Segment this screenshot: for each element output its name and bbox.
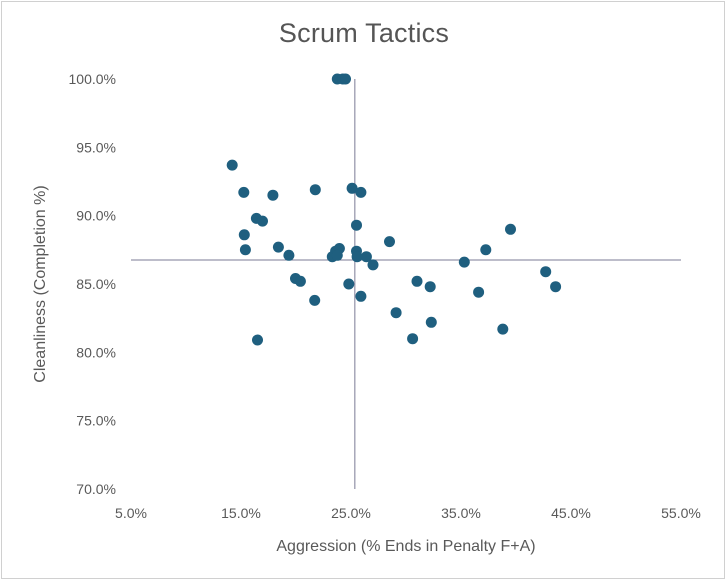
data-point — [343, 278, 355, 290]
chart-title: Scrum Tactics — [278, 18, 450, 48]
x-tick-label: 55.0% — [661, 505, 701, 521]
y-tick-label: 85.0% — [76, 276, 116, 292]
data-point — [257, 215, 268, 227]
data-point — [309, 184, 321, 196]
data-point — [407, 333, 419, 345]
data-point — [340, 73, 351, 85]
data-point — [360, 251, 372, 263]
x-tick-label: 25.0% — [331, 505, 371, 521]
data-point — [267, 189, 279, 201]
data-point — [351, 251, 363, 263]
data-point — [505, 223, 516, 235]
data-point — [355, 186, 367, 198]
y-tick-label: 75.0% — [76, 413, 116, 429]
data-point — [309, 294, 321, 306]
y-tick-label: 100.0% — [69, 71, 116, 87]
data-point — [283, 249, 295, 261]
data-point — [480, 244, 492, 256]
data-point — [390, 307, 402, 319]
data-point — [550, 281, 562, 293]
y-tick-label: 90.0% — [76, 208, 116, 224]
y-tick-label: 70.0% — [76, 481, 116, 497]
x-tick-label: 5.0% — [115, 505, 147, 521]
data-point — [239, 244, 251, 256]
x-axis-title: Aggression (% Ends in Penalty F+A) — [276, 538, 535, 555]
data-point — [411, 275, 423, 287]
data-point — [252, 334, 263, 346]
reference-lines — [131, 79, 681, 489]
data-point — [226, 159, 238, 171]
y-axis-ticks: 70.0% 75.0% 80.0% 85.0% 90.0% 95.0% 100.0% — [69, 71, 116, 497]
data-points — [226, 73, 562, 346]
x-axis-ticks: 5.0% 15.0% 25.0% 35.0% 45.0% 55.0% — [115, 505, 701, 521]
data-point — [540, 266, 552, 278]
data-point — [238, 229, 250, 241]
data-point — [384, 236, 395, 248]
data-point — [473, 286, 485, 298]
data-point — [425, 316, 437, 328]
data-point — [367, 259, 379, 271]
x-tick-label: 35.0% — [441, 505, 481, 521]
data-point — [346, 182, 358, 194]
data-point — [238, 186, 250, 198]
data-point — [331, 249, 343, 261]
data-point — [272, 241, 284, 253]
data-point — [294, 275, 306, 287]
data-point — [458, 256, 470, 268]
data-point — [351, 219, 362, 231]
data-point — [355, 290, 367, 302]
x-tick-label: 15.0% — [221, 505, 261, 521]
y-tick-label: 95.0% — [76, 139, 116, 155]
data-point — [424, 281, 436, 293]
x-tick-label: 45.0% — [551, 505, 591, 521]
y-tick-label: 80.0% — [76, 344, 116, 360]
data-point — [497, 323, 509, 335]
y-axis-title: Cleanliness (Completion %) — [32, 185, 49, 382]
